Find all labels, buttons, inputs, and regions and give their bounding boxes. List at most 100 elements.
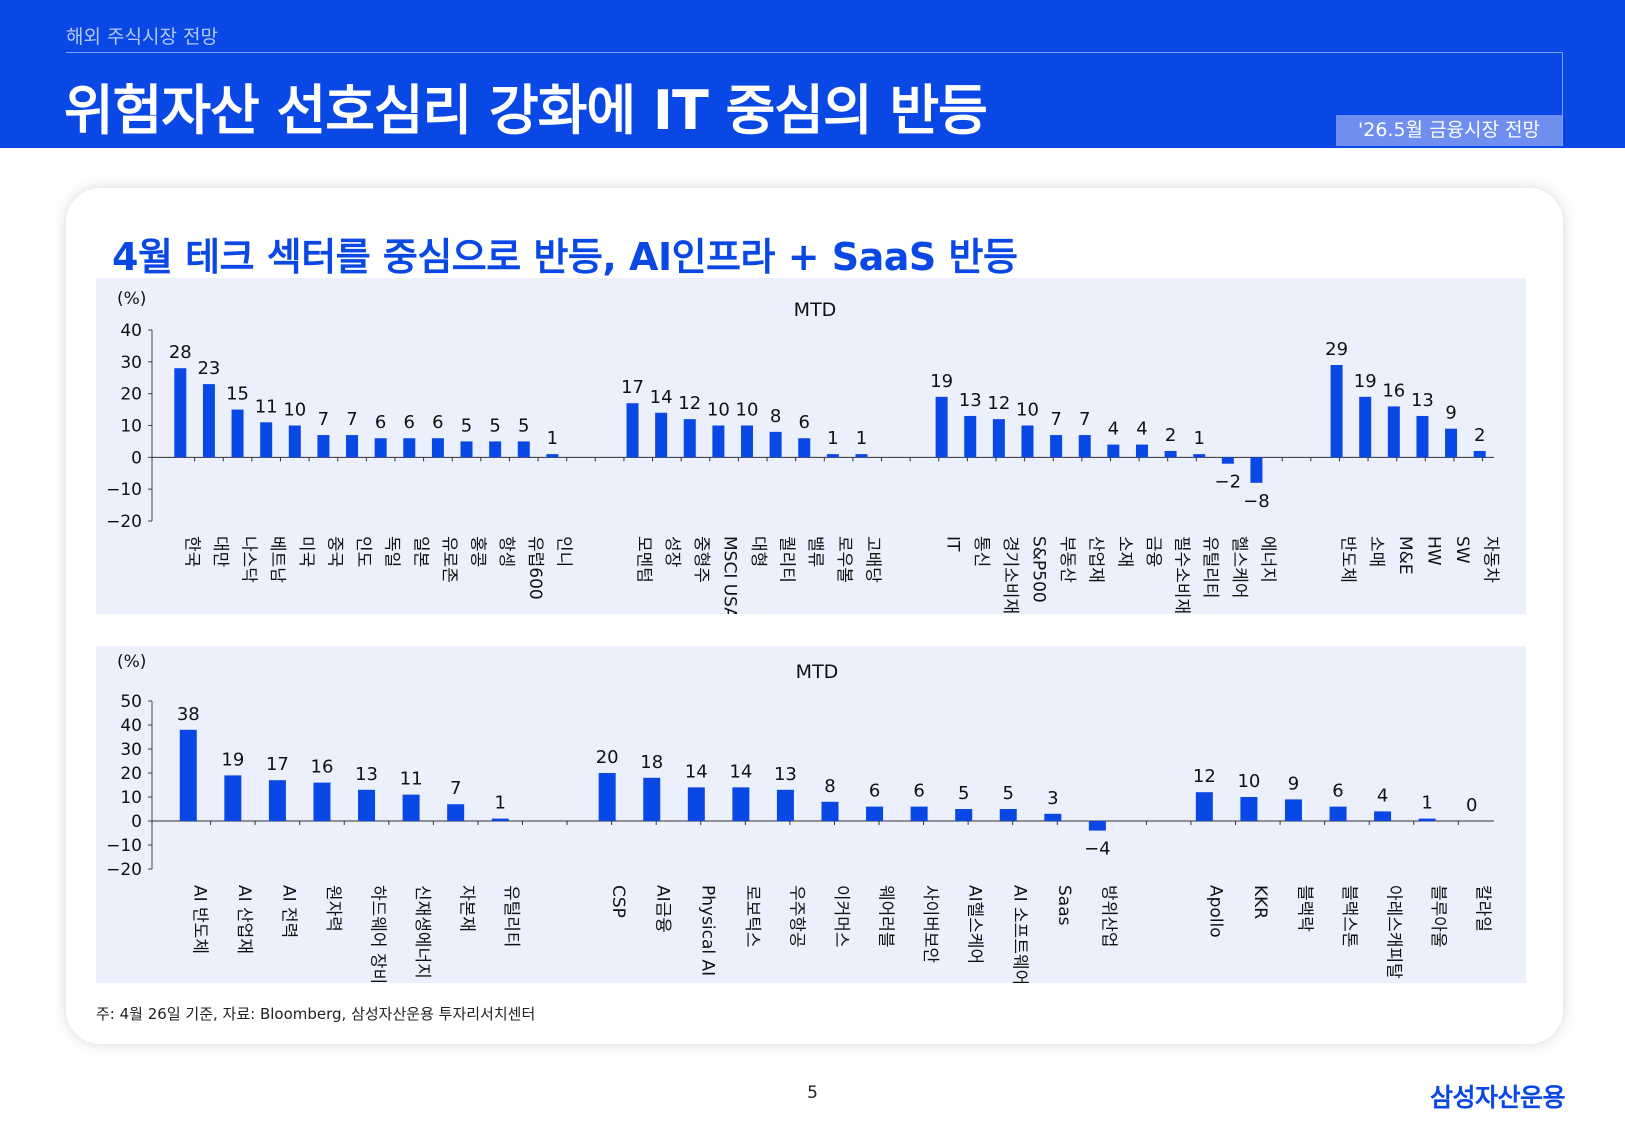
category-label: 아레스캐피탈: [1384, 885, 1404, 979]
category-label: 블랙락: [1294, 885, 1314, 932]
bar: [402, 794, 420, 821]
category-label: 퀄리티: [777, 536, 797, 583]
data-label: 11: [255, 396, 278, 417]
bar: [489, 441, 502, 458]
card-subtitle: 4월 테크 섹터를 중심으로 반등, AI인프라 + SaaS 반등: [112, 235, 1018, 279]
data-label: 13: [355, 764, 378, 785]
category-label: AI헬스케어: [965, 885, 985, 964]
data-label: 18: [640, 752, 663, 773]
category-label: 통신: [971, 536, 991, 567]
data-label: 20: [596, 747, 619, 768]
data-label: 7: [318, 409, 329, 430]
chart-panel-markets: (%) MTD 40 30 20 10 0 −10 −20 28 한국 23 대만 15 나스닥 11 베트남 1…: [96, 278, 1526, 614]
category-label: AI 반도체: [189, 885, 209, 954]
category-label: 홍콩: [468, 536, 488, 567]
category-label: 로우볼: [834, 536, 854, 583]
category-label: 자본재: [457, 885, 477, 932]
bar: [826, 454, 839, 458]
category-label: 사이버보안: [920, 885, 940, 964]
category-label: 블랙스톤: [1339, 885, 1359, 948]
bar: [491, 818, 509, 821]
data-label: 6: [869, 781, 880, 802]
data-label: 19: [1354, 371, 1377, 392]
y-tick-label: 10: [120, 417, 142, 437]
bar: [179, 729, 197, 821]
bar: [346, 435, 359, 458]
data-label: 6: [799, 412, 810, 433]
category-label: 중국: [324, 536, 344, 567]
bar: [174, 368, 187, 458]
bar: [683, 419, 696, 458]
data-label: 12: [678, 393, 701, 414]
y-tick-label: −20: [106, 512, 142, 532]
category-label: AI 소프트웨어: [1009, 885, 1029, 983]
bar: [447, 804, 465, 821]
category-label: 나스닥: [239, 536, 259, 583]
data-label: 10: [707, 400, 730, 421]
category-label: 에너지: [1257, 536, 1277, 583]
data-label: 14: [650, 387, 673, 408]
y-tick-label: −10: [106, 480, 142, 500]
bar: [910, 806, 928, 821]
data-label: 6: [404, 412, 415, 433]
bar: [231, 409, 244, 458]
data-label: 1: [856, 428, 867, 449]
section-label: 해외 주식시장 전망: [66, 26, 218, 48]
footnote: 주: 4월 26일 기준, 자료: Bloomberg, 삼성자산운용 투자리서…: [96, 1005, 536, 1023]
data-label: −8: [1243, 491, 1270, 512]
y-axis-unit-label: (%): [117, 289, 146, 309]
data-label: 9: [1288, 773, 1299, 794]
bar: [1221, 457, 1234, 464]
bar: [374, 438, 387, 458]
data-label: 4: [1377, 785, 1388, 806]
bar: [798, 438, 811, 458]
bar: [317, 435, 330, 458]
bar: [1050, 435, 1063, 458]
category-label: 신재생에너지: [412, 885, 432, 979]
data-label: 7: [450, 778, 461, 799]
chart-title: MTD: [794, 299, 837, 321]
data-label: 14: [729, 761, 752, 782]
category-label: 자동차: [1481, 536, 1501, 583]
data-label: 6: [1332, 781, 1343, 802]
data-label: 7: [1050, 409, 1061, 430]
category-label: 대만: [210, 536, 230, 568]
category-label: 소매: [1366, 536, 1386, 567]
data-label: 16: [1382, 380, 1405, 401]
category-label: 대형: [748, 536, 768, 567]
bar: [1250, 457, 1263, 483]
category-label: 로보틱스: [742, 885, 762, 948]
mtd-bar-chart-markets: (%) MTD403020100−10−2028한국23대만15나스닥11베트남1…: [106, 289, 1501, 614]
y-tick-label: 20: [120, 385, 142, 405]
page-title: 위험자산 선호심리 강화에 IT 중심의 반등: [64, 79, 988, 142]
bar: [935, 396, 948, 458]
bar: [1387, 406, 1400, 458]
header-divider-vertical: [1562, 52, 1563, 146]
category-label: S&P500: [1028, 536, 1048, 603]
category-label: AI 산업재: [234, 885, 254, 954]
bar: [687, 787, 705, 821]
data-label: 2: [1474, 425, 1485, 446]
data-label: 6: [432, 412, 443, 433]
data-label: −2: [1215, 472, 1242, 493]
y-tick-label: −10: [106, 836, 142, 856]
page-number: 5: [807, 1083, 818, 1103]
data-label: 1: [1421, 793, 1432, 814]
data-label: 6: [375, 412, 386, 433]
bar: [1044, 813, 1062, 821]
bar: [1416, 415, 1429, 458]
bar: [1107, 444, 1120, 458]
category-label: 고배당: [862, 536, 882, 583]
header-banner: 해외 주식시장 전망 위험자산 선호심리 강화에 IT 중심의 반등 '26.5…: [0, 0, 1625, 148]
category-label: 중형주: [691, 536, 711, 583]
report-badge: '26.5월 금융시장 전망: [1336, 115, 1562, 146]
category-label: 필수소비재: [1172, 536, 1192, 614]
bar: [1374, 811, 1392, 821]
category-label: 유럽600: [525, 536, 545, 600]
category-label: 모멘텀: [634, 536, 654, 583]
y-tick-label: −20: [106, 860, 142, 880]
bar: [517, 441, 530, 458]
category-label: 산업재: [1086, 536, 1106, 583]
data-label: 13: [774, 764, 797, 785]
